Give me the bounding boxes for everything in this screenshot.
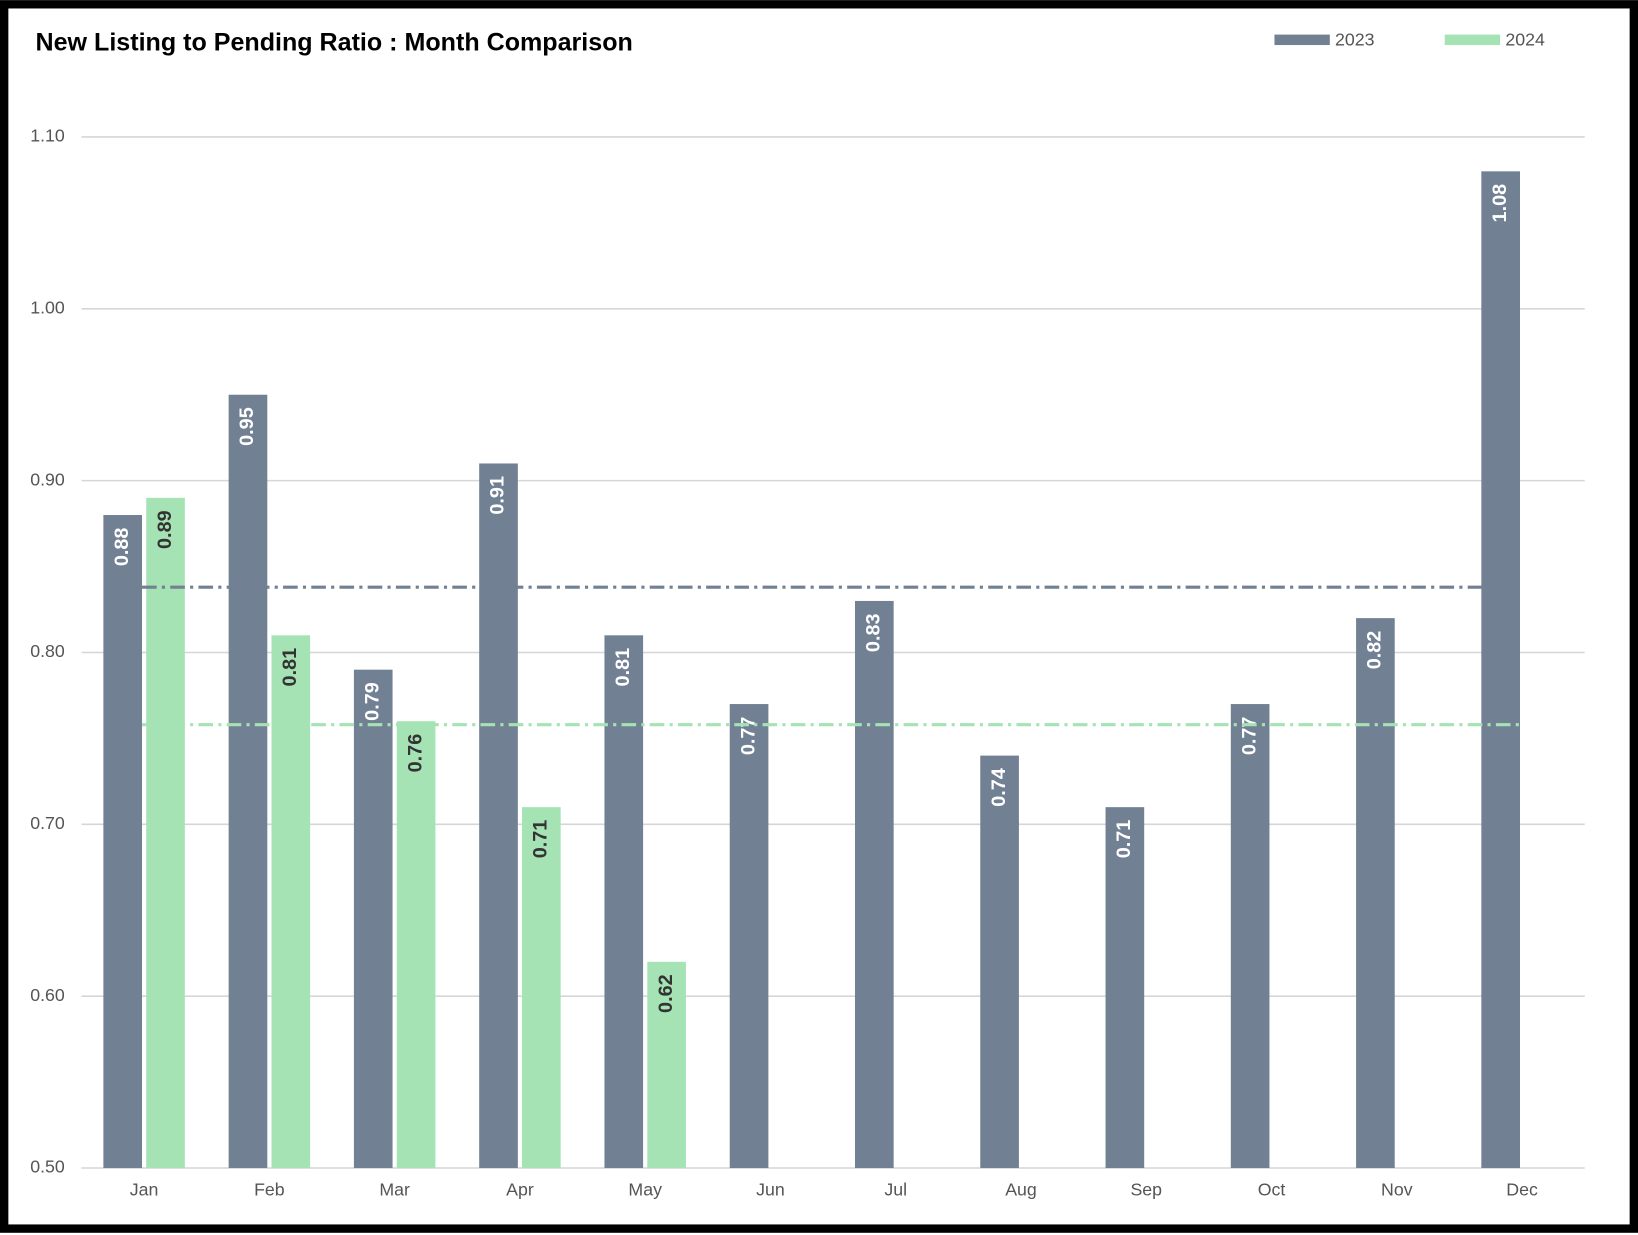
value-label: 0.77 [1238,717,1260,756]
bar [522,807,561,1169]
y-tick-label: 0.60 [30,985,65,1005]
value-label: 0.71 [1113,820,1135,859]
y-tick-label: 0.50 [30,1157,65,1177]
bar [1481,171,1520,1169]
x-tick-label: Oct [1258,1180,1286,1200]
y-tick-label: 0.90 [30,469,65,489]
value-label: 0.81 [612,648,634,687]
legend-label: 2023 [1335,30,1375,50]
value-label: 0.77 [737,717,759,756]
bar [271,635,311,1169]
x-tick-label: May [628,1180,662,1200]
x-tick-label: Jul [884,1180,907,1200]
x-tick-label: Nov [1381,1180,1413,1200]
bar [353,669,393,1169]
bar [604,635,644,1169]
value-label: 0.81 [279,648,301,687]
value-label: 0.82 [1364,631,1386,670]
x-tick-label: Feb [254,1180,285,1200]
y-tick-label: 0.70 [30,813,65,833]
value-label: 0.76 [404,734,426,773]
value-label: 0.62 [655,974,677,1013]
value-label: 1.08 [1489,184,1511,223]
bar [396,721,436,1169]
bar [729,704,769,1169]
bar [228,394,268,1169]
y-tick-label: 1.10 [30,126,65,146]
value-label: 0.74 [988,768,1010,807]
legend-swatch [1274,34,1330,46]
value-label: 0.89 [154,510,176,549]
x-tick-label: Jan [130,1180,159,1200]
value-label: 0.83 [863,613,885,652]
bar [1105,807,1145,1169]
value-label: 0.91 [487,476,509,515]
y-tick-label: 0.80 [30,641,65,661]
bar [647,961,686,1169]
legend-swatch [1444,34,1501,46]
value-label: 0.71 [530,820,552,859]
legend-label: 2024 [1505,30,1545,50]
chart-title: New Listing to Pending Ratio : Month Com… [36,29,633,57]
x-tick-label: Sep [1130,1180,1162,1200]
value-label: 0.95 [236,407,258,446]
value-label: 0.88 [111,528,133,567]
value-label: 0.79 [361,682,383,721]
bar [980,755,1019,1169]
y-tick-label: 1.00 [30,297,65,317]
bar [854,600,894,1169]
bar [479,463,518,1169]
x-tick-label: Jun [756,1180,785,1200]
bar [103,515,143,1169]
x-tick-label: Dec [1506,1180,1538,1200]
bar [146,497,185,1169]
x-tick-label: Aug [1005,1180,1037,1200]
bar [1356,618,1395,1169]
bar [1230,704,1270,1169]
x-tick-label: Apr [506,1180,534,1200]
x-tick-label: Mar [379,1180,410,1200]
